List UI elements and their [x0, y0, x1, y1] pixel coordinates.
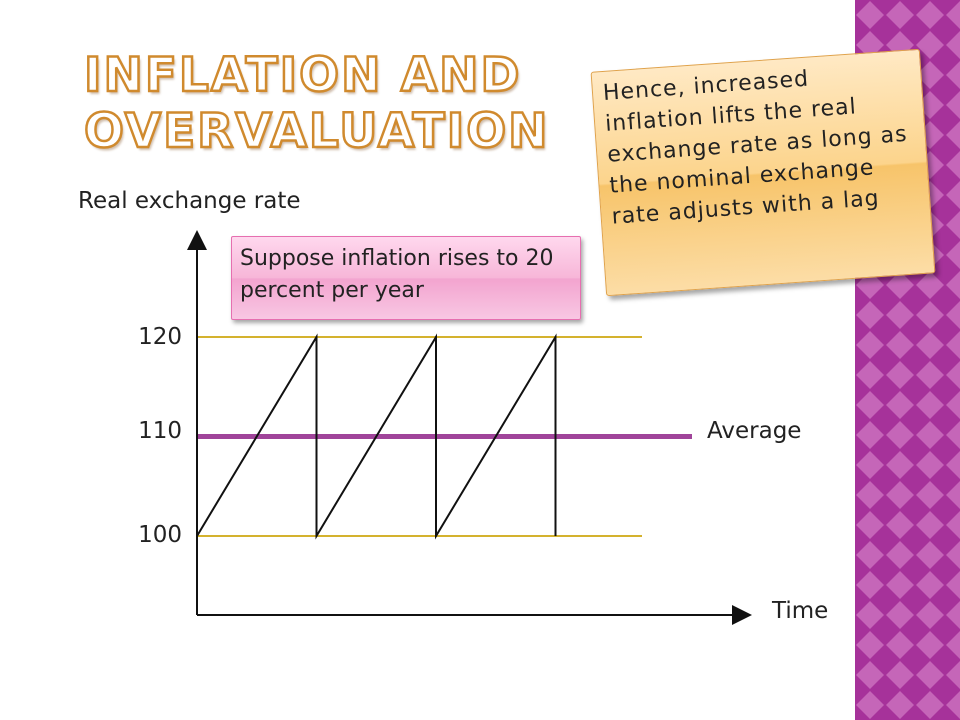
x-axis-label: Time — [772, 598, 829, 624]
sawtooth-chart — [187, 230, 752, 625]
average-label: Average — [707, 418, 802, 444]
slide-title: INFLATION AND OVERVALUATION — [83, 47, 550, 161]
title-line-1: INFLATION AND — [83, 47, 522, 105]
real-exchange-rate-sawtooth — [196, 333, 557, 540]
y-tick-110: 110 — [138, 418, 182, 444]
conclusion-callout: Hence, increased inflation lifts the rea… — [590, 48, 936, 297]
inflation-callout: Suppose inflation rises to 20 percent pe… — [231, 236, 581, 320]
title-line-2: OVERVALUATION — [83, 103, 550, 161]
y-tick-100: 100 — [138, 522, 182, 548]
y-tick-120: 120 — [138, 324, 182, 350]
y-axis-label: Real exchange rate — [78, 188, 301, 214]
